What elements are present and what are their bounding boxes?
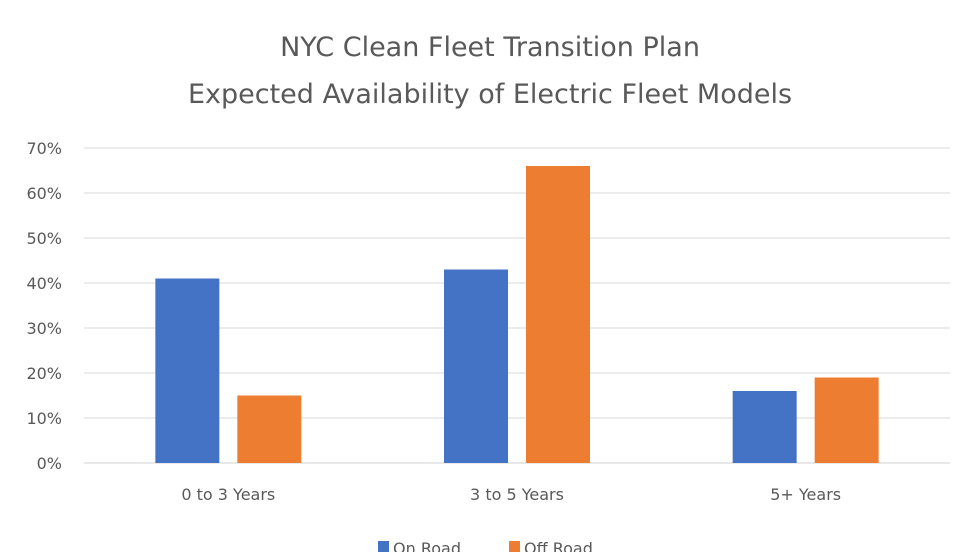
y-tick-label: 20% bbox=[26, 364, 62, 383]
x-tick-label: 3 to 5 Years bbox=[470, 485, 564, 504]
y-tick-label: 70% bbox=[26, 139, 62, 158]
gridlines bbox=[84, 147, 950, 464]
bars bbox=[155, 166, 879, 463]
legend-label: On Road bbox=[393, 539, 461, 552]
y-tick-label: 40% bbox=[26, 274, 62, 293]
legend-swatch bbox=[378, 541, 389, 552]
y-tick-label: 50% bbox=[26, 229, 62, 248]
bar-off-road bbox=[526, 166, 590, 463]
chart-title-line-1: NYC Clean Fleet Transition Plan bbox=[280, 32, 700, 63]
bar-off-road bbox=[814, 377, 879, 463]
legend-label: Off Road bbox=[524, 539, 593, 552]
chart-title-line-2: Expected Availability of Electric Fleet … bbox=[188, 79, 792, 110]
legend-swatch bbox=[509, 541, 520, 552]
x-tick-label: 0 to 3 Years bbox=[181, 485, 275, 504]
bar-on-road bbox=[444, 269, 508, 463]
bar-off-road bbox=[237, 395, 302, 463]
bar-on-road bbox=[732, 391, 797, 463]
y-axis-ticks: 0% 10% 20% 30% 40% 50% 60% 70% bbox=[26, 139, 62, 473]
x-axis-ticks: 0 to 3 Years 3 to 5 Years 5+ Years bbox=[181, 485, 841, 504]
legend: On Road Off Road bbox=[378, 539, 593, 552]
x-tick-label: 5+ Years bbox=[770, 485, 841, 504]
y-tick-label: 10% bbox=[26, 409, 62, 428]
y-tick-label: 0% bbox=[37, 454, 62, 473]
y-tick-label: 30% bbox=[26, 319, 62, 338]
bar-on-road bbox=[155, 278, 220, 463]
y-tick-label: 60% bbox=[26, 184, 62, 203]
